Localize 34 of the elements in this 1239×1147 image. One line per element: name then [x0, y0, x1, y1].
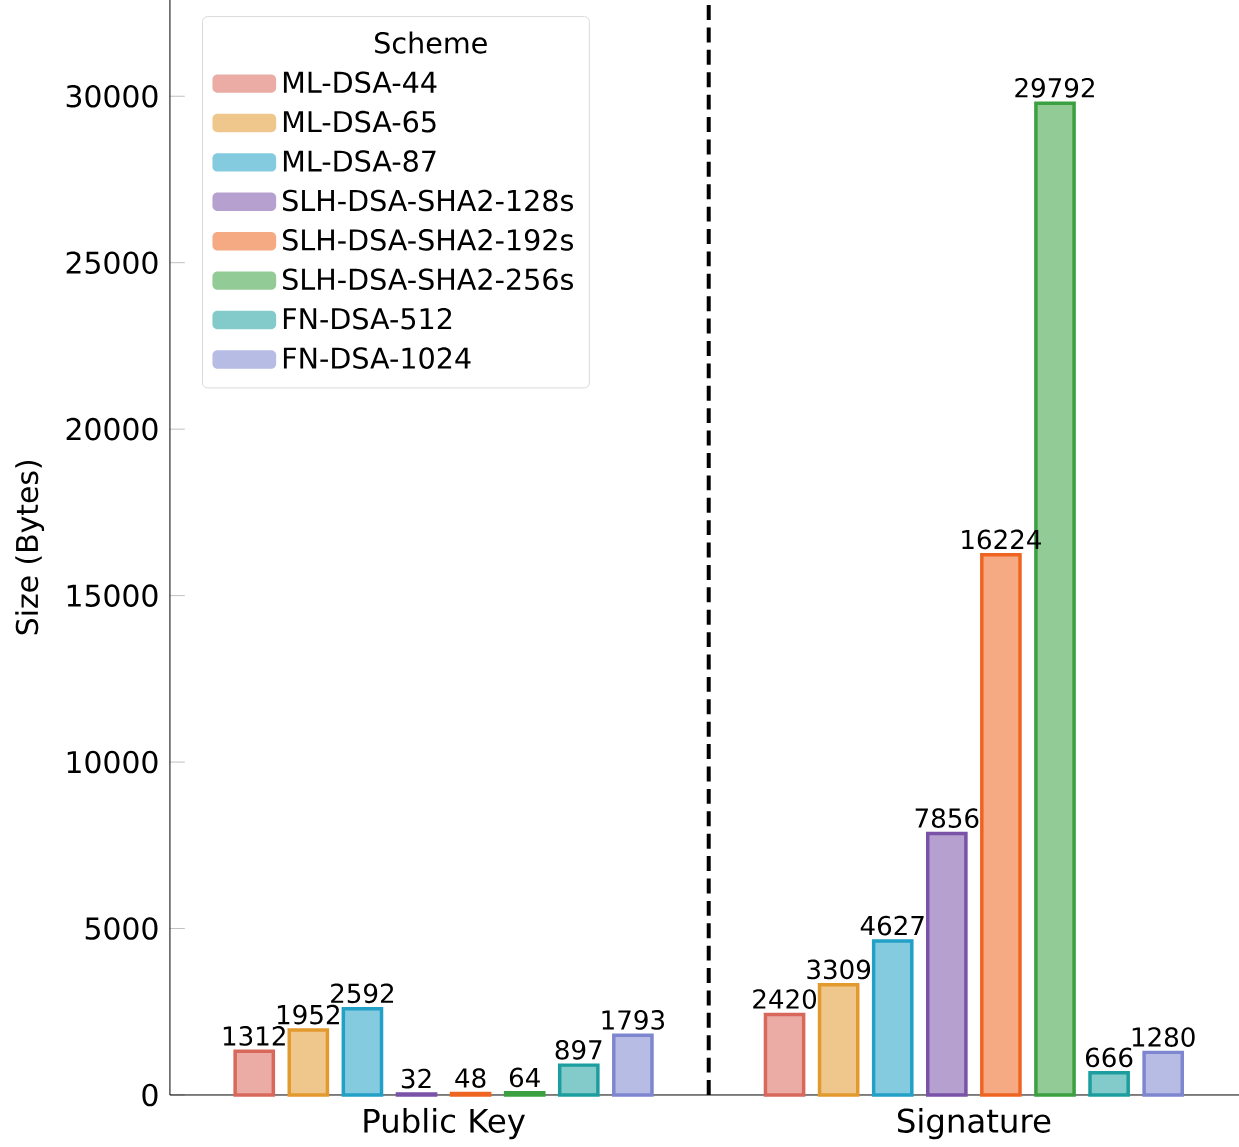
data-label: 1952	[277, 1004, 339, 1025]
data-label: 1312	[223, 1026, 285, 1046]
legend-title: Scheme	[375, 31, 487, 54]
y-tick-label: 5000	[85, 917, 158, 940]
legend-label: SLH-DSA-SHA2-256s	[283, 268, 574, 291]
legend-label: FN-DSA-1024	[283, 347, 471, 369]
data-label: 4627	[860, 915, 924, 936]
x-tick-label: Public Key	[364, 1107, 525, 1140]
legend-label: ML-DSA-87	[283, 150, 436, 172]
data-label: 32	[401, 1068, 431, 1089]
y-axis-title: Size (Bytes)	[15, 461, 45, 635]
legend-label: SLH-DSA-SHA2-192s	[283, 229, 574, 251]
data-label: 1793	[602, 1010, 664, 1030]
y-tick-label: 30000	[66, 84, 158, 108]
legend-label: ML-DSA-65	[283, 110, 436, 133]
y-tick-label: 10000	[67, 750, 158, 774]
legend-label: ML-DSA-44	[283, 71, 437, 94]
data-label: 64	[509, 1067, 540, 1088]
legend-label: SLH-DSA-SHA2-128s	[283, 189, 574, 212]
x-tick-label: Signature	[897, 1107, 1051, 1140]
data-label: 1280	[1132, 1027, 1195, 1047]
data-label: 2592	[331, 983, 394, 1004]
y-tick-label: 15000	[67, 584, 158, 607]
data-label: 897	[555, 1039, 602, 1060]
data-label: 29792	[1015, 77, 1094, 98]
data-label: 48	[455, 1068, 486, 1088]
data-label: 2420	[753, 989, 817, 1009]
data-label: 3309	[807, 959, 871, 980]
y-tick-label: 20000	[66, 417, 158, 441]
data-label: 666	[1085, 1047, 1133, 1068]
data-label: 7856	[915, 808, 979, 828]
y-tick-label: 25000	[66, 251, 158, 275]
y-tick-label: 0	[142, 1083, 158, 1107]
legend-label: FN-DSA-512	[283, 307, 452, 330]
